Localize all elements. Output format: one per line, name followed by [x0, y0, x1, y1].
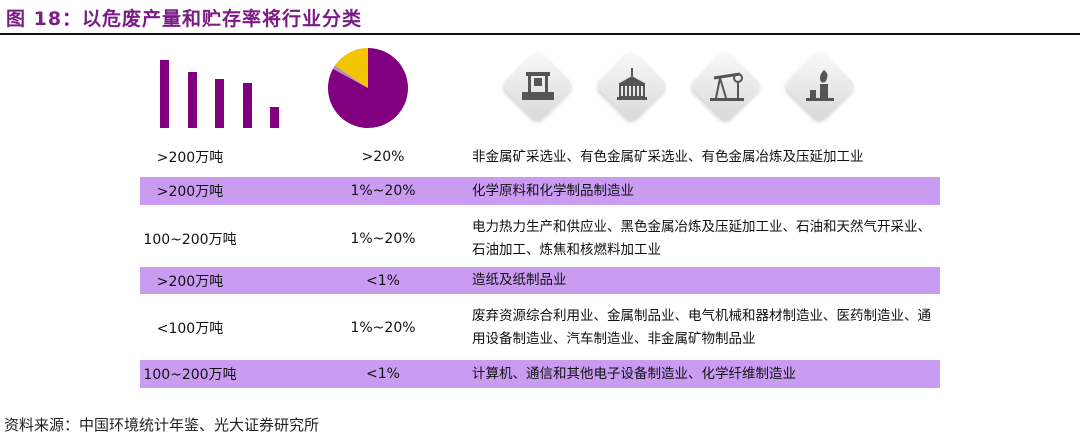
refinery-flame-icon: [806, 70, 834, 101]
source-note: 资料来源：中国环境统计年鉴、光大证券研究所: [4, 416, 320, 434]
pie-chart: [328, 48, 408, 128]
storage-rate-cell: 1%~20%: [350, 231, 416, 247]
bar: [242, 83, 252, 128]
oil-pump-icon: [710, 72, 744, 101]
table-row: >200万吨 <1% 造纸及纸制品业: [140, 267, 940, 294]
pie-slice: [332, 65, 368, 88]
table-row: 100~200万吨 1%~20% 电力热力生产和供应业、黑色金属冶炼及压延加工业…: [140, 214, 940, 264]
industries-cell: 非金属矿采选业、有色金属矿采选业、有色金属冶炼及压延加工业: [472, 148, 864, 165]
industries-cell: 电力热力生产和供应业、黑色金属冶炼及压延加工业、石油和天然气开采业、石油加工、炼…: [472, 219, 931, 258]
bar: [187, 72, 197, 128]
output-cell: <100万吨: [156, 321, 224, 337]
output-cell: 100~200万吨: [143, 367, 237, 383]
storage-rate-cell: >20%: [361, 149, 405, 165]
storage-rate-cell: 1%~20%: [350, 183, 416, 199]
table-row: >200万吨 1%~20% 化学原料和化学制品制造业: [140, 177, 940, 205]
output-cell: >200万吨: [156, 184, 224, 200]
industries-cell: 化学原料和化学制品制造业: [472, 182, 634, 199]
factory-machinery-icon: [522, 72, 554, 100]
table-row: 100~200万吨 <1% 计算机、通信和其他电子设备制造业、化学纤维制造业: [140, 360, 940, 388]
industries-cell: 造纸及纸制品业: [472, 272, 567, 288]
bar: [215, 79, 224, 128]
output-cell: >200万吨: [156, 273, 224, 290]
title-divider: [0, 33, 1080, 35]
table-row: <100万吨 1%~20% 废弃资源综合利用业、金属制品业、电气机械和器材制造业…: [140, 304, 940, 352]
figure-title: 图 18：以危废产量和贮存率将行业分类: [6, 8, 363, 30]
output-cell: >200万吨: [156, 150, 224, 166]
storage-rate-cell: <1%: [366, 272, 400, 289]
pie-slice: [334, 48, 368, 88]
output-cell: 100~200万吨: [143, 232, 237, 248]
industries-cell: 计算机、通信和其他电子设备制造业、化学纤维制造业: [472, 365, 796, 382]
storage-rate-cell: <1%: [366, 366, 400, 382]
container-crane-icon: [617, 68, 647, 100]
storage-rate-cell: 1%~20%: [350, 320, 416, 336]
bar: [270, 107, 279, 128]
table-row: >200万吨 >20% 非金属矿采选业、有色金属矿采选业、有色金属冶炼及压延加工…: [140, 144, 940, 170]
bar: [160, 60, 169, 128]
industries-cell: 废弃资源综合利用业、金属制品业、电气机械和器材制造业、医药制造业、通用设备制造业…: [472, 308, 931, 347]
